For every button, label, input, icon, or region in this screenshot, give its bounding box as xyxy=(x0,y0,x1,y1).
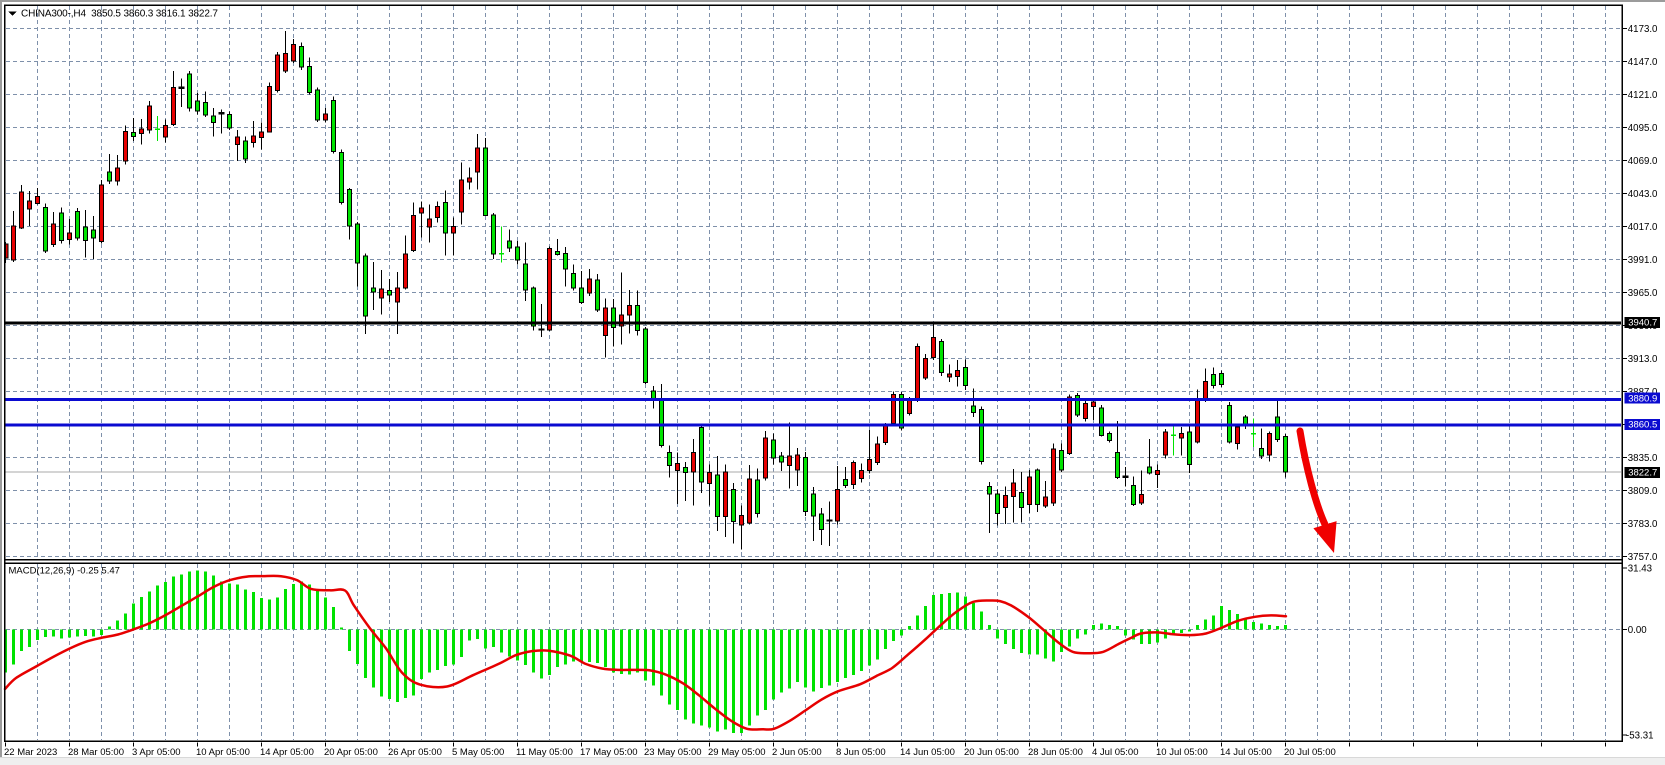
svg-text:20 Apr 05:00: 20 Apr 05:00 xyxy=(324,747,378,758)
svg-text:5 May 05:00: 5 May 05:00 xyxy=(452,747,504,758)
svg-text:3965.0: 3965.0 xyxy=(1628,288,1658,299)
svg-text:14 Jun 05:00: 14 Jun 05:00 xyxy=(900,747,955,758)
svg-text:28 Mar 05:00: 28 Mar 05:00 xyxy=(68,747,124,758)
svg-text:4147.0: 4147.0 xyxy=(1628,57,1658,68)
svg-text:29 May 05:00: 29 May 05:00 xyxy=(708,747,766,758)
svg-text:31.43: 31.43 xyxy=(1628,564,1652,575)
svg-text:MACD(12,26,9) -0.25 5.47: MACD(12,26,9) -0.25 5.47 xyxy=(9,566,120,577)
svg-text:23 May 05:00: 23 May 05:00 xyxy=(644,747,702,758)
svg-text:3809.0: 3809.0 xyxy=(1628,486,1658,497)
svg-text:4043.0: 4043.0 xyxy=(1628,189,1658,200)
svg-text:3783.0: 3783.0 xyxy=(1628,519,1658,530)
svg-text:0.00: 0.00 xyxy=(1628,625,1647,636)
svg-text:22 Mar 2023: 22 Mar 2023 xyxy=(4,747,57,758)
svg-text:2 Jun 05:00: 2 Jun 05:00 xyxy=(772,747,822,758)
svg-text:14 Jul 05:00: 14 Jul 05:00 xyxy=(1220,747,1272,758)
svg-text:4121.0: 4121.0 xyxy=(1628,90,1658,101)
svg-text:26 Apr 05:00: 26 Apr 05:00 xyxy=(388,747,442,758)
svg-text:20 Jun 05:00: 20 Jun 05:00 xyxy=(964,747,1019,758)
svg-text:3822.7: 3822.7 xyxy=(1628,468,1657,479)
svg-text:8 Jun 05:00: 8 Jun 05:00 xyxy=(836,747,886,758)
svg-text:3757.0: 3757.0 xyxy=(1628,552,1658,563)
svg-text:10 Jul 05:00: 10 Jul 05:00 xyxy=(1156,747,1208,758)
svg-text:4173.0: 4173.0 xyxy=(1628,24,1658,35)
svg-text:20 Jul 05:00: 20 Jul 05:00 xyxy=(1284,747,1336,758)
svg-text:4017.0: 4017.0 xyxy=(1628,222,1658,233)
svg-text:3940.7: 3940.7 xyxy=(1628,318,1657,329)
svg-text:3887.0: 3887.0 xyxy=(1628,387,1658,398)
svg-text:4 Jul 05:00: 4 Jul 05:00 xyxy=(1092,747,1138,758)
svg-text:4095.0: 4095.0 xyxy=(1628,123,1658,134)
svg-text:3991.0: 3991.0 xyxy=(1628,255,1658,266)
svg-text:11 May 05:00: 11 May 05:00 xyxy=(516,747,573,758)
svg-text:3880.9: 3880.9 xyxy=(1628,393,1657,404)
svg-text:17 May 05:00: 17 May 05:00 xyxy=(580,747,638,758)
svg-text:-53.31: -53.31 xyxy=(1626,731,1653,742)
svg-text:28 Jun 05:00: 28 Jun 05:00 xyxy=(1028,747,1083,758)
svg-text:3835.0: 3835.0 xyxy=(1628,453,1658,464)
svg-text:3 Apr 05:00: 3 Apr 05:00 xyxy=(132,747,181,758)
svg-text:3913.0: 3913.0 xyxy=(1628,354,1658,365)
svg-text:3860.5: 3860.5 xyxy=(1628,420,1657,431)
svg-text:CHINA300-,H4 3850.5 3860.3 38: CHINA300-,H4 3850.5 3860.3 3816.1 3822.7 xyxy=(21,9,218,20)
svg-text:10 Apr 05:00: 10 Apr 05:00 xyxy=(196,747,250,758)
svg-text:4069.0: 4069.0 xyxy=(1628,156,1658,167)
svg-text:14 Apr 05:00: 14 Apr 05:00 xyxy=(260,747,314,758)
